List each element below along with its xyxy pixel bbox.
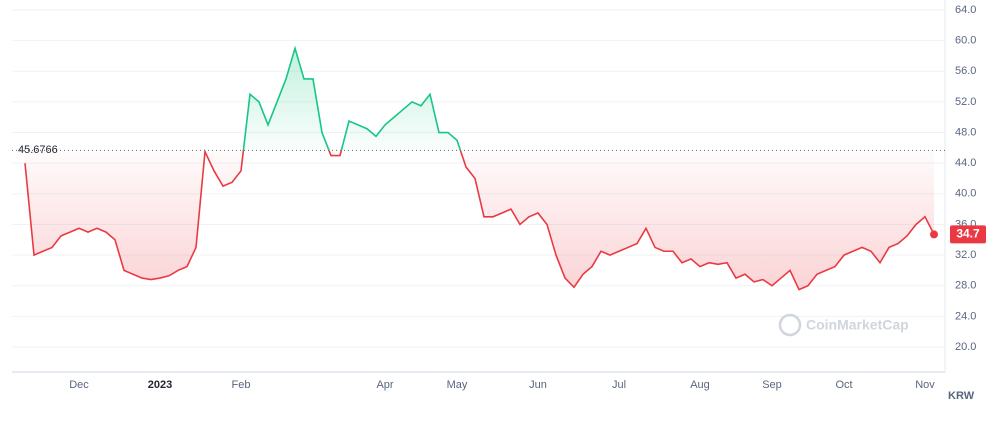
y-tick-label: 60.0	[955, 35, 976, 47]
y-tick-label: 28.0	[955, 280, 976, 292]
x-tick-label: Nov	[915, 379, 935, 391]
price-line	[24, 45, 935, 291]
y-tick-label: 64.0	[955, 4, 976, 16]
y-tick-label: 56.0	[955, 65, 976, 77]
x-tick-label: Sep	[762, 379, 782, 391]
last-price-box	[950, 225, 986, 244]
y-tick-label: 24.0	[955, 310, 976, 322]
x-tick-label: Jul	[612, 379, 626, 391]
x-tick-label: Feb	[232, 379, 251, 391]
x-tick-label: Apr	[376, 379, 393, 391]
watermark-text: CoinMarketCap	[806, 317, 909, 333]
watermark-logo	[778, 313, 802, 337]
watermark: CoinMarketCap	[778, 313, 909, 337]
area	[25, 48, 934, 290]
y-tick-label: 40.0	[955, 188, 976, 200]
last-point	[930, 230, 938, 239]
y-tick-label: 52.0	[955, 96, 976, 108]
x-tick-label: May	[447, 379, 468, 391]
baseline-label: 45.6766	[18, 144, 58, 156]
y-tick-label: 32.0	[955, 249, 976, 261]
x-tick-label: Jun	[529, 379, 547, 391]
y-tick-label: 44.0	[955, 157, 976, 169]
x-tick-label: 2023	[148, 379, 172, 391]
y-tick-label: 20.0	[955, 341, 976, 353]
y-tick-label: 48.0	[955, 126, 976, 138]
x-tick-label: Aug	[690, 379, 710, 391]
last-price-label: 34.7	[956, 227, 980, 241]
currency-label: KRW	[948, 390, 975, 402]
x-tick-label: Dec	[69, 379, 89, 391]
x-tick-label: Oct	[835, 379, 852, 391]
